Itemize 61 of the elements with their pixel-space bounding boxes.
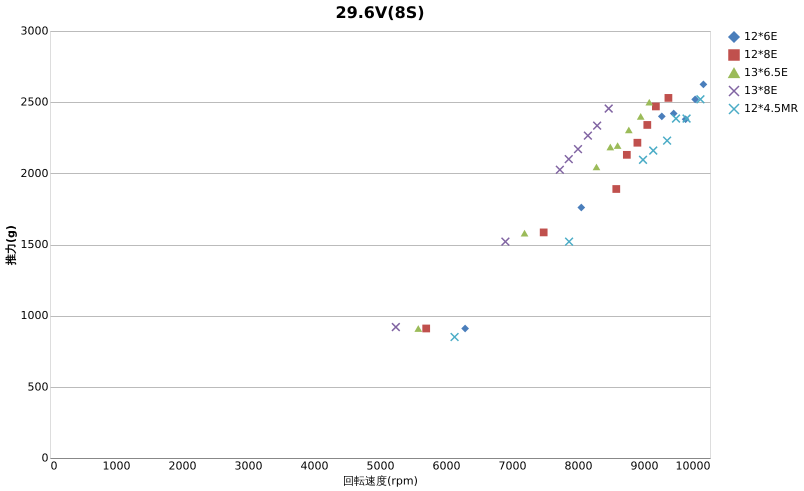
point bbox=[583, 130, 593, 140]
x-tick-label: 4000 bbox=[300, 460, 328, 472]
point bbox=[555, 165, 564, 174]
point bbox=[564, 237, 574, 246]
x-tick-label: 5000 bbox=[366, 460, 394, 472]
x-tick-label: 9000 bbox=[630, 460, 658, 472]
point bbox=[612, 185, 620, 193]
point bbox=[414, 325, 422, 332]
point bbox=[520, 230, 528, 236]
y-axis-title: 推力(g) bbox=[4, 225, 18, 266]
point bbox=[573, 144, 583, 154]
x-tick-label: 1000 bbox=[102, 460, 130, 472]
point bbox=[636, 113, 645, 120]
point bbox=[461, 324, 470, 332]
point bbox=[652, 102, 660, 110]
point bbox=[614, 142, 622, 149]
point bbox=[500, 237, 510, 246]
y-tick-label: 0 bbox=[42, 452, 48, 464]
point bbox=[622, 150, 631, 159]
y-tick-label: 1000 bbox=[20, 309, 48, 322]
x-tick-label: 3000 bbox=[234, 460, 262, 472]
point bbox=[592, 121, 602, 130]
point bbox=[634, 138, 642, 147]
legend-label: 12*6E bbox=[744, 30, 778, 43]
x-tick-label: 2000 bbox=[168, 460, 196, 472]
x-tick-label: 6000 bbox=[432, 460, 460, 472]
point bbox=[645, 98, 654, 106]
point bbox=[450, 332, 460, 342]
point bbox=[664, 94, 672, 102]
x-tick-label: 10000 bbox=[676, 460, 710, 472]
legend-label: 13*6.5E bbox=[744, 66, 788, 79]
point bbox=[638, 155, 648, 164]
point bbox=[564, 154, 574, 164]
point bbox=[691, 95, 700, 104]
point bbox=[696, 94, 706, 104]
y-tick-label: 1500 bbox=[20, 238, 48, 251]
point bbox=[648, 146, 658, 156]
point bbox=[662, 136, 672, 146]
point bbox=[624, 126, 633, 134]
point bbox=[700, 80, 708, 88]
y-tick-label: 2000 bbox=[20, 166, 48, 180]
x-tick-label: 0 bbox=[50, 460, 58, 472]
x-axis-title: 回転速度(rpm) bbox=[343, 474, 418, 488]
legend-label: 12*8E bbox=[744, 48, 778, 61]
point bbox=[391, 322, 400, 332]
point bbox=[592, 164, 600, 170]
legend-label: 13*8E bbox=[744, 84, 778, 97]
y-tick-label: 2500 bbox=[20, 96, 48, 109]
point bbox=[604, 104, 614, 114]
x-tick-label: 7000 bbox=[498, 460, 526, 472]
x-tick-label: 8000 bbox=[564, 460, 592, 472]
point bbox=[643, 121, 652, 129]
y-tick-label: 500 bbox=[28, 380, 48, 394]
point bbox=[606, 144, 614, 150]
point bbox=[658, 112, 666, 120]
point bbox=[422, 324, 430, 332]
y-tick-label: 3000 bbox=[20, 24, 48, 38]
point bbox=[577, 204, 586, 212]
legend-label: 12*4.5MR bbox=[744, 102, 798, 115]
point bbox=[540, 228, 548, 236]
chart-title: 29.6V(8S) bbox=[335, 3, 425, 22]
